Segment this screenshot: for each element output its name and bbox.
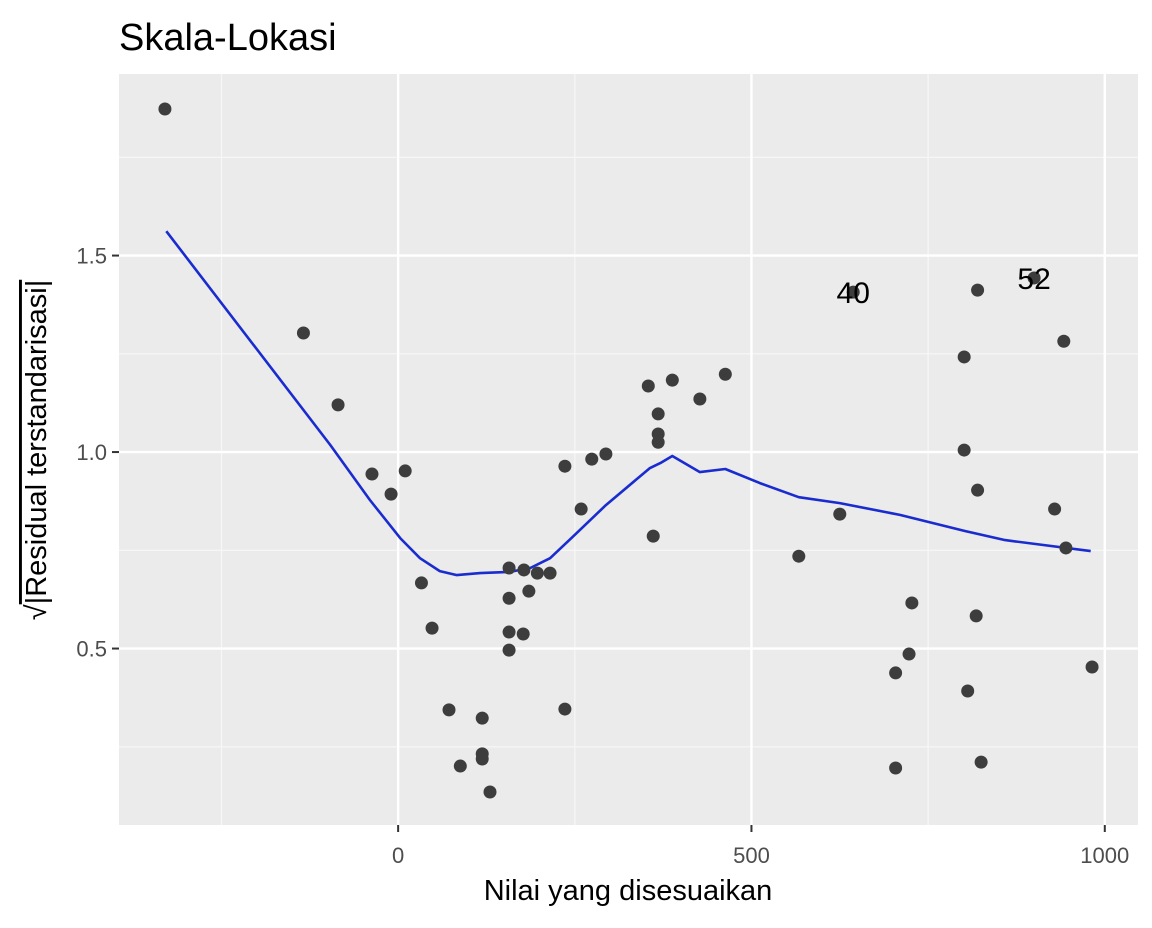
y-tick-label: 0.5 — [76, 637, 107, 662]
outlier-labels: 40 52 — [837, 263, 1051, 310]
data-point — [517, 563, 531, 577]
data-point — [902, 647, 916, 661]
data-point — [961, 684, 975, 698]
point-label: 52 — [1017, 263, 1050, 296]
data-point — [475, 752, 489, 766]
data-point — [718, 367, 732, 381]
x-tick-label: 500 — [733, 843, 770, 868]
data-point — [693, 392, 707, 406]
data-point — [453, 759, 467, 773]
plot-panel — [119, 74, 1138, 825]
data-point — [502, 625, 516, 639]
data-point — [969, 609, 983, 623]
data-point — [1048, 502, 1062, 516]
data-point — [543, 566, 557, 580]
data-point — [502, 561, 516, 575]
x-axis: 0 500 1000 — [392, 825, 1129, 868]
data-point — [331, 398, 345, 412]
x-tick-label: 0 — [392, 843, 404, 868]
y-axis: 0.5 1.0 1.5 — [76, 244, 119, 662]
data-points — [158, 102, 1099, 799]
data-point — [651, 435, 665, 449]
data-point — [974, 755, 988, 769]
data-point — [442, 703, 456, 717]
data-point — [414, 576, 428, 590]
data-point — [792, 549, 806, 563]
data-point — [641, 379, 655, 393]
data-point — [665, 373, 679, 387]
data-point — [1085, 660, 1099, 674]
data-point — [646, 529, 660, 543]
point-label: 40 — [837, 277, 870, 310]
data-point — [475, 711, 489, 725]
data-point — [1059, 541, 1073, 555]
data-point — [585, 452, 599, 466]
x-tick-label: 1000 — [1080, 843, 1129, 868]
y-tick-label: 1.5 — [76, 244, 107, 269]
x-axis-title: Nilai yang disesuaikan — [484, 875, 773, 907]
data-point — [846, 285, 860, 299]
data-point — [971, 483, 985, 497]
data-point — [651, 407, 665, 421]
loess-smooth-line — [165, 230, 1091, 577]
data-point — [833, 507, 847, 521]
y-tick-label: 1.0 — [76, 440, 107, 465]
data-point — [1027, 271, 1041, 285]
data-point — [365, 467, 379, 481]
data-point — [502, 591, 516, 605]
minor-gridlines — [119, 74, 1138, 825]
data-point — [384, 487, 398, 501]
y-axis-title-text: |Residual terstandarisasi| — [21, 280, 53, 605]
y-axis-title-group: √|Residual terstandarisasi| — [21, 280, 53, 620]
data-point — [296, 326, 310, 340]
data-point — [957, 350, 971, 364]
data-point — [522, 584, 536, 598]
data-point — [889, 666, 903, 680]
data-point — [398, 464, 412, 478]
y-axis-title: √|Residual terstandarisasi| — [21, 280, 53, 620]
data-point — [530, 566, 544, 580]
sqrt-symbol: √ — [21, 604, 53, 620]
data-point — [558, 702, 572, 716]
data-point — [516, 627, 530, 641]
smooth-line — [165, 230, 1091, 577]
data-point — [158, 102, 172, 116]
data-point — [971, 283, 985, 297]
data-point — [502, 643, 516, 657]
data-point — [558, 459, 572, 473]
data-point — [889, 761, 903, 775]
data-point — [599, 447, 613, 461]
data-point — [425, 621, 439, 635]
data-point — [1057, 334, 1071, 348]
data-point — [574, 502, 588, 516]
data-point — [957, 443, 971, 457]
chart-title: Skala-Lokasi — [119, 17, 337, 59]
data-point — [483, 785, 497, 799]
data-point — [905, 596, 919, 610]
